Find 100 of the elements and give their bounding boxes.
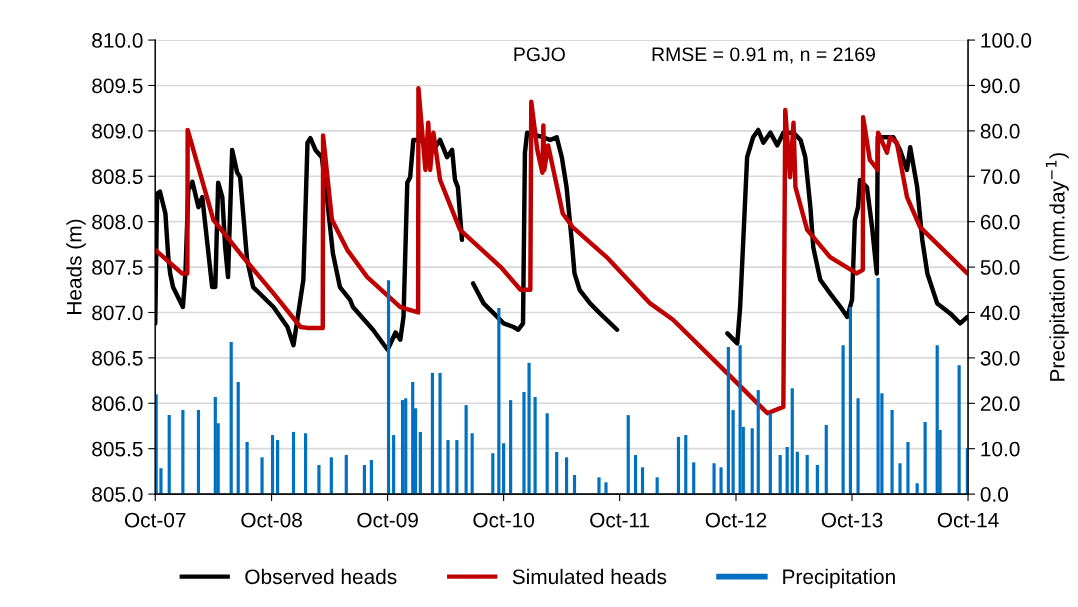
bar — [470, 433, 474, 495]
y-tick-label: 805.0 — [92, 487, 143, 502]
y2-tick-label: 70.0 — [980, 169, 1020, 185]
bar — [564, 457, 569, 495]
bar — [430, 372, 435, 495]
annotation: PGJO — [514, 47, 565, 62]
bar — [848, 307, 853, 495]
y2-tick-label: 40.0 — [980, 305, 1020, 321]
bar — [369, 460, 373, 495]
bar — [236, 381, 240, 495]
bar — [923, 421, 927, 495]
y2-tick-label: 20.0 — [980, 396, 1020, 412]
bar — [805, 455, 809, 495]
bar — [633, 455, 638, 495]
bar — [260, 457, 264, 495]
bar — [957, 365, 961, 495]
legend-label: Simulated heads — [512, 568, 667, 585]
bar — [491, 453, 495, 495]
bar — [906, 441, 910, 495]
y2-tick-label: 80.0 — [980, 123, 1020, 139]
bar — [317, 465, 321, 495]
bar — [304, 433, 308, 495]
y-axis-title: Heads (m) — [66, 219, 86, 314]
bar — [404, 398, 408, 495]
x-tick-label: Oct-08 — [241, 512, 302, 528]
bar — [597, 477, 601, 495]
bar — [676, 436, 681, 495]
bar — [245, 441, 249, 495]
line-series — [155, 85, 969, 416]
bar — [400, 400, 405, 495]
x-tick-label: Oct-13 — [821, 512, 883, 528]
bar — [719, 467, 723, 495]
y-tick-label: 807.5 — [92, 260, 143, 275]
bar — [497, 307, 501, 495]
bar — [446, 440, 450, 495]
legend-label: Precipitation — [783, 568, 895, 589]
bar — [555, 451, 559, 495]
bar — [692, 462, 696, 495]
x-tick-label: Oct-10 — [473, 512, 535, 528]
bar — [167, 415, 171, 495]
bar — [856, 398, 860, 495]
y2-tick-label: 0.0 — [980, 487, 1008, 502]
y2-tick-label: 90.0 — [980, 78, 1020, 94]
y2-tick-label: 10.0 — [981, 441, 1020, 457]
bar — [778, 455, 782, 495]
bar — [898, 463, 902, 495]
y2-tick-label: 60.0 — [980, 214, 1020, 230]
y2-tick-label: 100.0 — [981, 33, 1032, 48]
bar — [344, 455, 348, 495]
bar — [824, 425, 828, 495]
x-tick-label: Oct-07 — [124, 512, 186, 528]
y-tick-label: 809.0 — [92, 123, 143, 139]
bar — [640, 467, 645, 495]
bar — [464, 405, 468, 495]
y2-tick-label: 50.0 — [980, 260, 1020, 275]
y-tick-label: 809.5 — [92, 78, 143, 94]
bar — [626, 415, 630, 495]
bar — [362, 465, 366, 495]
bar — [785, 446, 789, 495]
y-tick-label: 806.5 — [92, 350, 143, 366]
x-tick-label: Oct-12 — [705, 512, 767, 528]
x-tick-label: Oct-09 — [357, 512, 418, 528]
y-tick-label: 805.5 — [92, 441, 143, 457]
bar — [545, 413, 549, 495]
bar — [731, 410, 735, 495]
bar — [738, 345, 742, 495]
bar — [291, 431, 296, 495]
bar — [196, 410, 201, 495]
bar — [712, 463, 716, 495]
annotation: RMSE = 0.91 m, n = 2169 — [652, 47, 875, 64]
legend-label: Observed heads — [245, 568, 397, 585]
x-tick-label: Oct-11 — [590, 512, 650, 528]
bar — [533, 396, 537, 495]
bar — [795, 451, 799, 495]
bar — [790, 388, 794, 495]
bar — [276, 440, 280, 495]
bar — [329, 457, 333, 495]
bar — [181, 410, 185, 495]
bar — [392, 435, 396, 495]
bar — [768, 413, 772, 495]
bar — [876, 277, 880, 495]
bar — [841, 345, 845, 495]
y2-axis-title: Precipitation (mm.day$^{−1}$) — [1045, 153, 1069, 381]
bar — [750, 428, 754, 495]
bar — [270, 435, 275, 495]
bar — [418, 431, 422, 495]
bar — [213, 396, 217, 495]
y-tick-label: 807.0 — [92, 305, 143, 321]
bar — [756, 390, 760, 495]
bar — [411, 381, 415, 495]
y-tick-label: 808.5 — [92, 169, 143, 185]
y2-tick-label: 30.0 — [980, 350, 1020, 366]
bar — [509, 400, 513, 495]
y-tick-label: 808.0 — [92, 214, 143, 230]
bar — [655, 477, 659, 495]
bar — [229, 342, 233, 495]
bar — [604, 482, 608, 495]
bar — [502, 443, 506, 495]
bar — [438, 372, 442, 495]
y-tick-label: 810.0 — [92, 33, 143, 48]
